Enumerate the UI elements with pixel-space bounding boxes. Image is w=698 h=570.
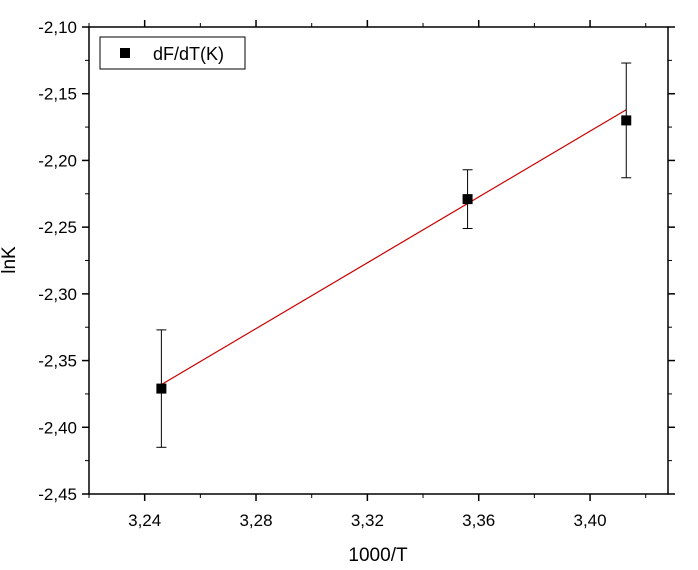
y-tick-label: -2,45: [38, 485, 77, 504]
y-tick-label: -2,40: [38, 418, 77, 437]
x-tick-label: 3,32: [351, 511, 384, 530]
y-tick-label: -2,20: [38, 151, 77, 170]
linear-fit-line: [161, 109, 627, 386]
y-axis: -2,45 -2,40 -2,35 -2,30 -2,25 -2,20 -2,15 -2,10: [38, 18, 675, 504]
y-tick-label: -2,35: [38, 352, 77, 371]
data-point: [621, 115, 632, 126]
data-point: [156, 383, 167, 394]
y-axis-title: lnK: [0, 246, 20, 274]
x-tick-label: 3,40: [574, 511, 607, 530]
data-point: [462, 194, 473, 205]
y-tick-label: -2,15: [38, 85, 77, 104]
x-tick-label: 3,24: [128, 511, 161, 530]
legend-marker: [120, 48, 130, 58]
plot-area: [89, 27, 668, 494]
legend: dF/dT(K): [99, 36, 246, 70]
x-axis-title: 1000/T: [348, 545, 408, 566]
y-tick-label: -2,10: [38, 18, 77, 37]
x-tick-label: 3,36: [462, 511, 495, 530]
data-point-layer: [156, 115, 632, 394]
y-tick-label: -2,25: [38, 218, 77, 237]
fit-line-layer: [161, 109, 627, 386]
y-tick-label: -2,30: [38, 285, 77, 304]
legend-label: dF/dT(K): [153, 44, 224, 64]
x-tick-label: 3,28: [239, 511, 272, 530]
x-axis: 3,24 3,28 3,32 3,36 3,40: [88, 20, 647, 530]
